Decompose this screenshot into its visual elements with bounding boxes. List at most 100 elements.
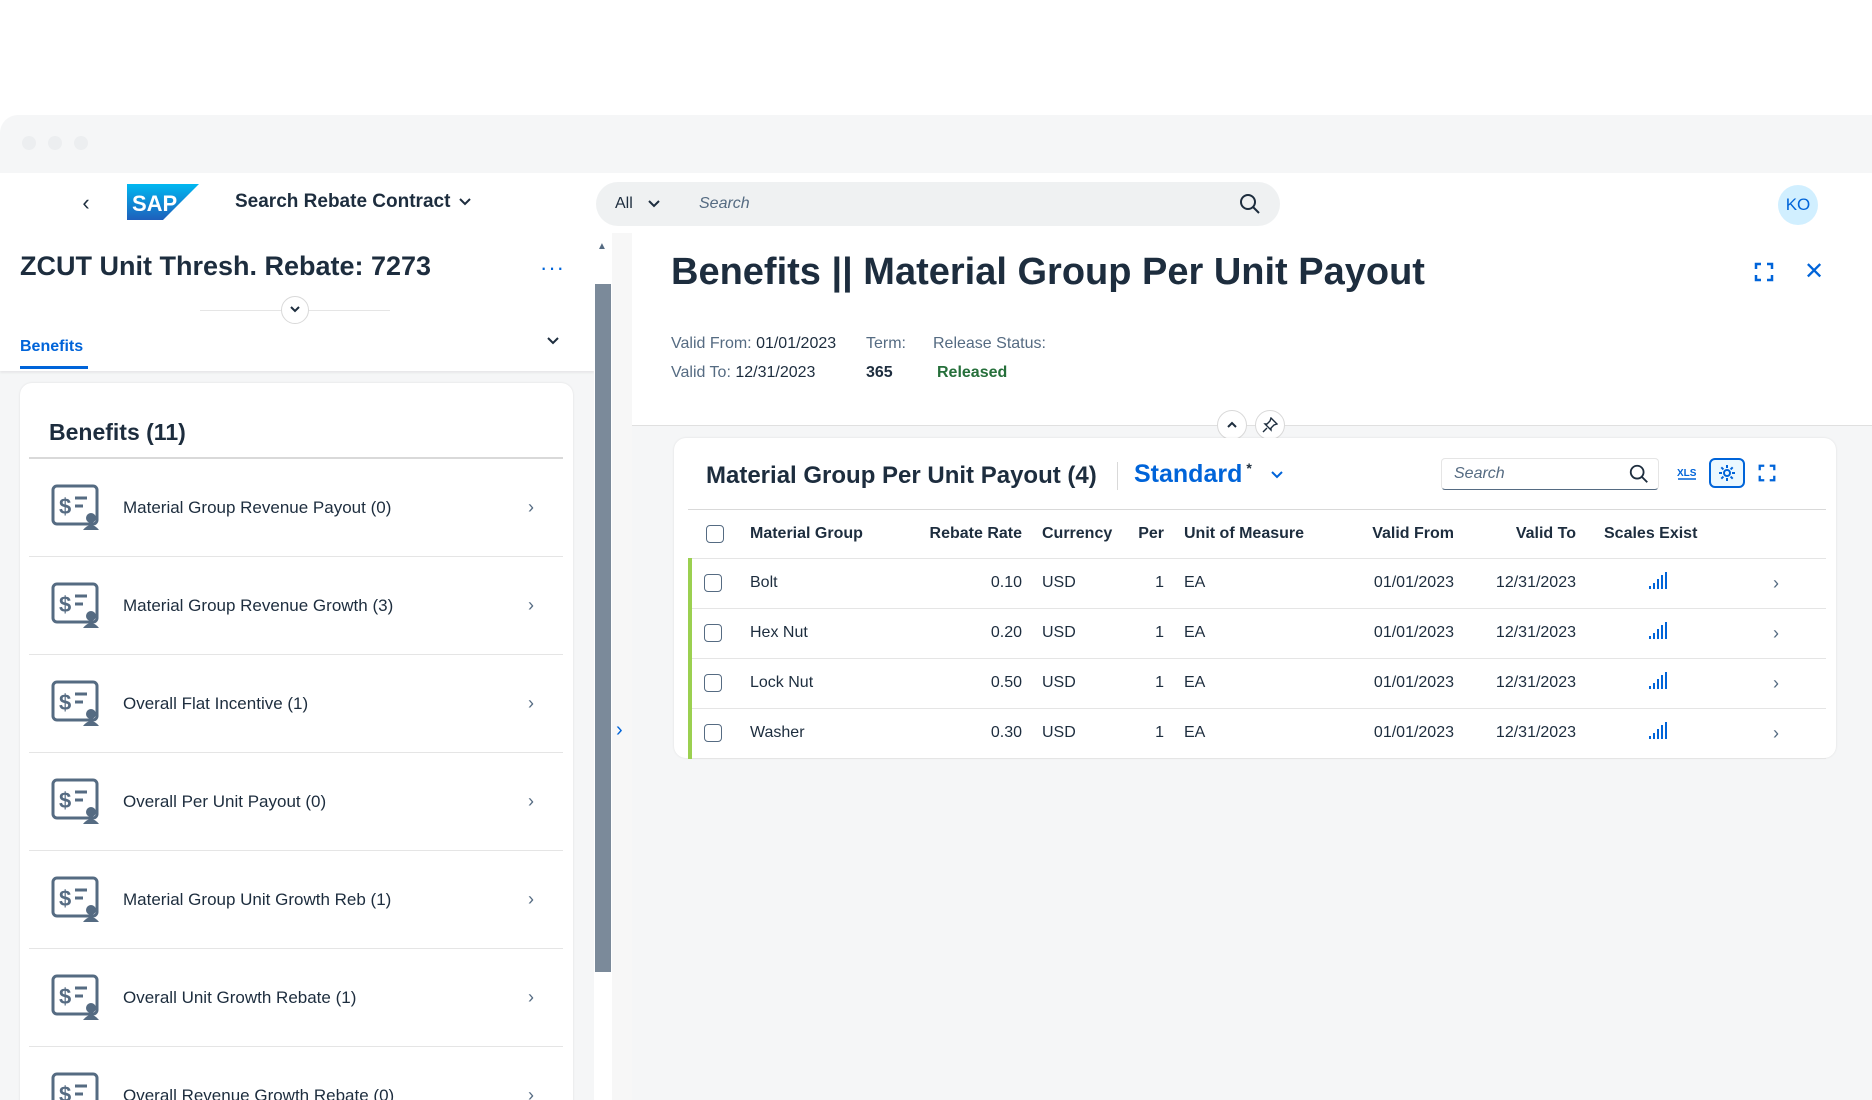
list-item[interactable]: $ Overall Flat Incentive (1) ›	[29, 655, 563, 753]
pin-header-button[interactable]	[1255, 410, 1285, 440]
row-checkbox[interactable]	[704, 623, 722, 642]
search-icon[interactable]	[1628, 463, 1650, 485]
search-icon[interactable]	[1238, 192, 1262, 216]
benefits-card: Benefits (11) $ Material Group Revenue P…	[20, 383, 573, 1100]
scales-chart-icon[interactable]	[1648, 721, 1668, 740]
search-input[interactable]: Search	[699, 195, 750, 212]
search-scope-select[interactable]: All	[615, 195, 685, 213]
column-header-currency[interactable]: Currency	[1022, 510, 1118, 559]
export-excel-button[interactable]: XLS	[1669, 458, 1705, 488]
expand-panel-button[interactable]: ›	[616, 719, 623, 741]
table-settings-button[interactable]	[1709, 458, 1745, 488]
valid-from-field: Valid From: 01/01/2023	[671, 335, 836, 353]
table-row[interactable]: Washer 0.30 USD 1 EA 01/01/2023 12/31/20…	[688, 708, 1826, 759]
header-actions	[1217, 410, 1285, 440]
list-item[interactable]: $ Material Group Revenue Payout (0) ›	[29, 459, 563, 557]
tab-overflow-button[interactable]	[546, 333, 560, 349]
tab-benefits[interactable]: Benefits	[20, 338, 84, 355]
column-header-per[interactable]: Per	[1118, 510, 1164, 559]
column-header-valid-to[interactable]: Valid To	[1454, 510, 1576, 559]
user-avatar[interactable]: KO	[1778, 185, 1818, 225]
table-row[interactable]: Hex Nut 0.20 USD 1 EA 01/01/2023 12/31/2…	[688, 608, 1826, 659]
window-dot[interactable]	[48, 136, 62, 150]
list-item[interactable]: $ Material Group Unit Growth Reb (1) ›	[29, 851, 563, 949]
cell-uom: EA	[1164, 608, 1334, 659]
table-search-input[interactable]: Search	[1454, 465, 1505, 482]
expand-header-button[interactable]	[281, 296, 309, 324]
pricing-document-icon: $	[51, 778, 99, 824]
table-fullscreen-button[interactable]	[1749, 458, 1785, 488]
benefits-card-title: Benefits (11)	[49, 419, 186, 445]
pin-icon	[1262, 417, 1278, 433]
cell-rebate-rate: 0.10	[890, 558, 1022, 609]
window-dot[interactable]	[22, 136, 36, 150]
chevron-right-icon[interactable]: ›	[1726, 708, 1826, 759]
row-select-cell	[688, 658, 750, 709]
cell-rebate-rate: 0.30	[890, 708, 1022, 759]
column-header-material-group[interactable]: Material Group	[750, 510, 890, 559]
window-controls	[22, 136, 88, 150]
cell-scales-exist	[1576, 558, 1726, 609]
fullscreen-icon[interactable]	[1753, 261, 1775, 283]
chevron-right-icon: ›	[528, 791, 534, 811]
row-checkbox[interactable]	[704, 723, 722, 742]
row-checkbox[interactable]	[704, 673, 722, 692]
variant-selector[interactable]: Standard *	[1134, 460, 1284, 489]
window-dot[interactable]	[74, 136, 88, 150]
select-all-cell	[690, 510, 750, 559]
search-scope-label: All	[615, 195, 633, 212]
column-header-navigation	[1726, 510, 1826, 559]
list-item[interactable]: $ Overall Per Unit Payout (0) ›	[29, 753, 563, 851]
row-checkbox[interactable]	[704, 573, 722, 592]
divider	[29, 457, 563, 459]
payout-table-card: Material Group Per Unit Payout (4) Stand…	[674, 438, 1836, 759]
scrollbar-thumb[interactable]	[595, 284, 611, 972]
chevron-right-icon: ›	[528, 497, 534, 517]
cell-rebate-rate: 0.50	[890, 658, 1022, 709]
row-select-cell	[688, 708, 750, 759]
term-value: 365	[866, 364, 893, 381]
list-item[interactable]: $ Overall Revenue Growth Rebate (0) ›	[29, 1047, 563, 1100]
cell-per: 1	[1118, 608, 1164, 659]
contract-title: ZCUT Unit Thresh. Rebate: 7273	[20, 251, 432, 281]
list-item[interactable]: $ Material Group Revenue Growth (3) ›	[29, 557, 563, 655]
valid-to-label: Valid To:	[671, 364, 731, 381]
scales-chart-icon[interactable]	[1648, 621, 1668, 640]
close-button[interactable]: ✕	[1804, 258, 1825, 285]
list-item[interactable]: $ Overall Unit Growth Rebate (1) ›	[29, 949, 563, 1047]
column-header-uom[interactable]: Unit of Measure	[1164, 510, 1334, 559]
cell-valid-to: 12/31/2023	[1454, 658, 1576, 709]
scroll-up-icon[interactable]: ▲	[597, 241, 607, 252]
scales-chart-icon[interactable]	[1648, 571, 1668, 590]
object-header: ZCUT Unit Thresh. Rebate: 7273 ··· Benef…	[0, 233, 594, 371]
table-search-field[interactable]: Search	[1441, 458, 1659, 490]
column-header-rebate-rate[interactable]: Rebate Rate	[890, 510, 1022, 559]
more-actions-button[interactable]: ···	[540, 255, 565, 280]
svg-text:$: $	[59, 984, 71, 1009]
list-item-label: Material Group Unit Growth Reb (1)	[123, 889, 392, 909]
select-all-checkbox[interactable]	[706, 524, 724, 543]
sap-logo[interactable]: SAP	[127, 184, 199, 220]
list-item-label: Overall Flat Incentive (1)	[123, 693, 309, 713]
collapse-header-button[interactable]	[1217, 410, 1247, 440]
table-row[interactable]: Bolt 0.10 USD 1 EA 01/01/2023 12/31/2023…	[688, 558, 1826, 609]
column-header-scales-exist[interactable]: Scales Exist	[1576, 510, 1726, 559]
chevron-right-icon[interactable]: ›	[1726, 658, 1826, 709]
back-button[interactable]: ‹	[82, 190, 90, 215]
cell-material-group: Bolt	[750, 558, 890, 609]
chevron-down-icon	[290, 306, 300, 313]
cell-rebate-rate: 0.20	[890, 608, 1022, 659]
column-header-valid-from[interactable]: Valid From	[1334, 510, 1454, 559]
app-title-menu[interactable]: Search Rebate Contract	[235, 191, 472, 213]
pricing-document-icon: $	[51, 876, 99, 922]
page-title: Benefits || Material Group Per Unit Payo…	[671, 251, 1425, 293]
svg-text:$: $	[59, 592, 71, 617]
scales-chart-icon[interactable]	[1648, 671, 1668, 690]
svg-text:$: $	[59, 690, 71, 715]
chevron-right-icon[interactable]: ›	[1726, 608, 1826, 659]
cell-material-group: Washer	[750, 708, 890, 759]
benefit-list: $ Material Group Revenue Payout (0) › $ …	[29, 459, 563, 1100]
list-item-label: Material Group Revenue Payout (0)	[123, 497, 392, 517]
table-row[interactable]: Lock Nut 0.50 USD 1 EA 01/01/2023 12/31/…	[688, 658, 1826, 709]
chevron-right-icon[interactable]: ›	[1726, 558, 1826, 609]
